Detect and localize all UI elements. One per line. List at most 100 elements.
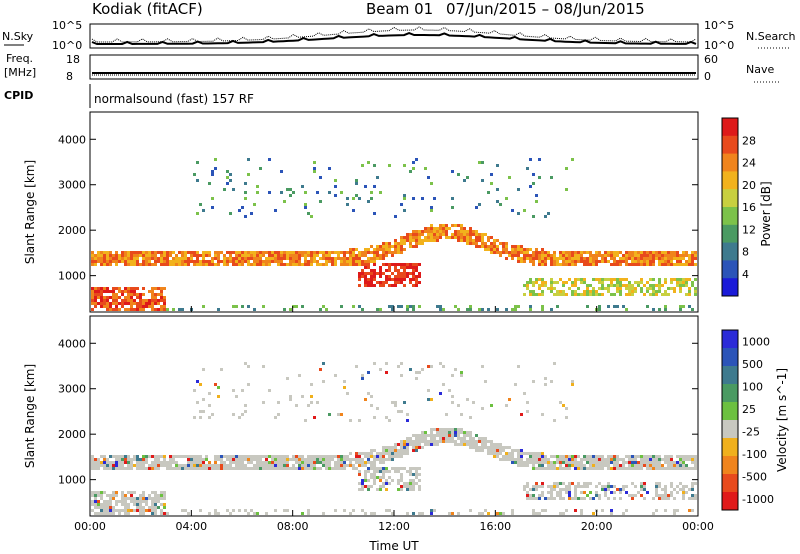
heatmap-cell: [166, 257, 169, 260]
heatmap-cell: [244, 260, 247, 263]
heatmap-cell: [370, 272, 373, 275]
heatmap-cell: [271, 455, 274, 458]
heatmap-cell: [415, 158, 418, 161]
heatmap-cell: [196, 260, 199, 263]
heatmap-cell: [490, 443, 493, 446]
heatmap-cell: [628, 257, 631, 260]
heatmap-cell: [514, 254, 517, 257]
heatmap-cell: [412, 230, 415, 233]
heatmap-cell: [448, 434, 451, 437]
heatmap-cell: [211, 197, 214, 200]
heatmap-cell: [367, 488, 370, 491]
heatmap-cell: [568, 497, 571, 500]
heatmap-cell: [124, 503, 127, 506]
heatmap-cell: [496, 200, 499, 203]
heatmap-cell: [430, 239, 433, 242]
heatmap-cell: [289, 395, 292, 398]
heatmap-cell: [187, 263, 190, 266]
heatmap-cell: [268, 254, 271, 257]
heatmap-cell: [604, 488, 607, 491]
heatmap-cell: [118, 290, 121, 293]
heatmap-cell: [367, 470, 370, 473]
heatmap-cell: [112, 464, 115, 467]
heatmap-cell: [280, 464, 283, 467]
heatmap-cell: [418, 233, 421, 236]
heatmap-cell: [148, 455, 151, 458]
heatmap-cell: [568, 458, 571, 461]
heatmap-cell: [193, 251, 196, 254]
heatmap-cell: [445, 434, 448, 437]
heatmap-cell: [595, 494, 598, 497]
heatmap-cell: [190, 464, 193, 467]
heatmap-cell: [265, 257, 268, 260]
heatmap-cell: [373, 473, 376, 476]
heatmap-cell: [538, 254, 541, 257]
heatmap-cell: [679, 461, 682, 464]
heatmap-cell: [244, 215, 247, 218]
heatmap-cell: [520, 248, 523, 251]
heatmap-cell: [142, 464, 145, 467]
heatmap-cell: [580, 257, 583, 260]
heatmap-cell: [598, 260, 601, 263]
heatmap-cell: [412, 308, 415, 311]
heatmap-cell: [688, 260, 691, 263]
heatmap-cell: [169, 458, 172, 461]
heatmap-cell: [568, 278, 571, 281]
heatmap-cell: [562, 251, 565, 254]
heatmap-cell: [313, 464, 316, 467]
heatmap-cell: [652, 308, 655, 311]
heatmap-cell: [664, 461, 667, 464]
heatmap-cell: [601, 485, 604, 488]
heatmap-cell: [442, 437, 445, 440]
heatmap-cell: [442, 230, 445, 233]
heatmap-cell: [343, 257, 346, 260]
heatmap-cell: [430, 227, 433, 230]
heatmap-cell: [112, 461, 115, 464]
heatmap-cell: [118, 260, 121, 263]
heatmap-cell: [172, 251, 175, 254]
heatmap-cell: [634, 461, 637, 464]
heatmap-cell: [610, 458, 613, 461]
heatmap-cell: [637, 491, 640, 494]
heatmap-cell: [382, 245, 385, 248]
colorbar-segment: [722, 438, 738, 457]
heatmap-cell: [250, 254, 253, 257]
heatmap-cell: [571, 464, 574, 467]
heatmap-cell: [262, 305, 265, 308]
heatmap-cell: [163, 254, 166, 257]
heatmap-cell: [352, 263, 355, 266]
heatmap-cell: [670, 461, 673, 464]
heatmap-cell: [427, 365, 430, 368]
heatmap-cell: [292, 455, 295, 458]
heatmap-cell: [562, 458, 565, 461]
heatmap-cell: [112, 290, 115, 293]
heatmap-cell: [247, 467, 250, 470]
heatmap-cell: [370, 461, 373, 464]
heatmap-cell: [379, 458, 382, 461]
heatmap-cell: [373, 272, 376, 275]
heatmap-cell: [94, 305, 97, 308]
nave-label: Nave: [746, 63, 774, 76]
heatmap-cell: [478, 512, 481, 515]
heatmap-cell: [592, 458, 595, 461]
heatmap-cell: [520, 245, 523, 248]
heatmap-cell: [520, 260, 523, 263]
heatmap-cell: [652, 464, 655, 467]
heatmap-cell: [349, 419, 352, 422]
heatmap-cell: [580, 509, 583, 512]
heatmap-cell: [676, 284, 679, 287]
heatmap-cell: [649, 461, 652, 464]
heatmap-cell: [235, 461, 238, 464]
heatmap-cell: [673, 464, 676, 467]
heatmap-cell: [655, 254, 658, 257]
heatmap-cell: [325, 257, 328, 260]
heatmap-cell: [205, 260, 208, 263]
heatmap-cell: [205, 254, 208, 257]
heatmap-cell: [535, 200, 538, 203]
heatmap-cell: [526, 410, 529, 413]
heatmap-cell: [397, 245, 400, 248]
heatmap-cell: [319, 461, 322, 464]
heatmap-cell: [277, 413, 280, 416]
heatmap-cell: [271, 260, 274, 263]
heatmap-cell: [91, 491, 94, 494]
